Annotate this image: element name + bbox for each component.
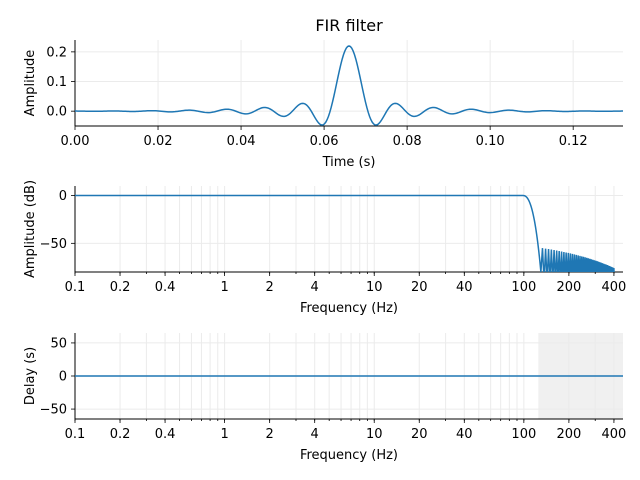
x-tick-label: 1 [220, 427, 228, 442]
x-tick-label: 100 [511, 427, 536, 442]
y-tick-label: 0.0 [46, 105, 67, 120]
y-tick-label: 0 [59, 370, 67, 385]
y-tick-label: 0.1 [46, 75, 67, 90]
y-tick-label: 0.2 [46, 45, 67, 60]
x-axis-label: Frequency (Hz) [300, 301, 398, 316]
x-tick-label: 200 [556, 427, 581, 442]
x-tick-label: 200 [556, 280, 581, 295]
x-tick-label: 0.04 [227, 134, 256, 149]
x-tick-label: 0.4 [155, 280, 176, 295]
x-tick-label: 0.1 [65, 427, 86, 442]
x-tick-label: 0.06 [310, 134, 339, 149]
x-tick-label: 0.02 [144, 134, 173, 149]
y-axis-label: Amplitude (dB) [23, 180, 38, 278]
x-tick-label: 400 [602, 280, 627, 295]
x-tick-label: 100 [511, 280, 536, 295]
x-tick-label: 0.00 [61, 134, 90, 149]
y-axis-label: Delay (s) [23, 347, 38, 405]
x-tick-label: 10 [366, 427, 383, 442]
x-tick-label: 0.12 [559, 134, 588, 149]
magnitude-response-line [75, 194, 615, 272]
y-tick-label: −50 [40, 237, 67, 252]
impulse-response-line [75, 45, 623, 126]
x-tick-label: 400 [602, 427, 627, 442]
x-tick-label: 0.1 [65, 280, 86, 295]
y-axis-label: Amplitude [23, 50, 38, 117]
x-tick-label: 40 [456, 280, 473, 295]
x-tick-label: 2 [266, 427, 274, 442]
x-tick-label: 0.4 [155, 427, 176, 442]
chart-title: FIR filter [315, 16, 383, 35]
x-tick-label: 2 [266, 280, 274, 295]
y-tick-label: 50 [50, 336, 67, 351]
x-tick-label: 20 [411, 280, 428, 295]
x-tick-label: 20 [411, 427, 428, 442]
x-axis-label: Frequency (Hz) [300, 448, 398, 463]
x-tick-label: 1 [220, 280, 228, 295]
x-tick-label: 4 [311, 280, 319, 295]
x-tick-label: 0.08 [393, 134, 422, 149]
x-tick-label: 4 [311, 427, 319, 442]
x-tick-label: 10 [366, 280, 383, 295]
y-tick-label: −50 [40, 403, 67, 418]
x-tick-label: 0.2 [110, 280, 131, 295]
x-tick-label: 40 [456, 427, 473, 442]
x-tick-label: 0.10 [476, 134, 505, 149]
x-tick-label: 0.2 [110, 427, 131, 442]
x-axis-label: Time (s) [322, 155, 376, 170]
y-tick-label: 0 [59, 189, 67, 204]
